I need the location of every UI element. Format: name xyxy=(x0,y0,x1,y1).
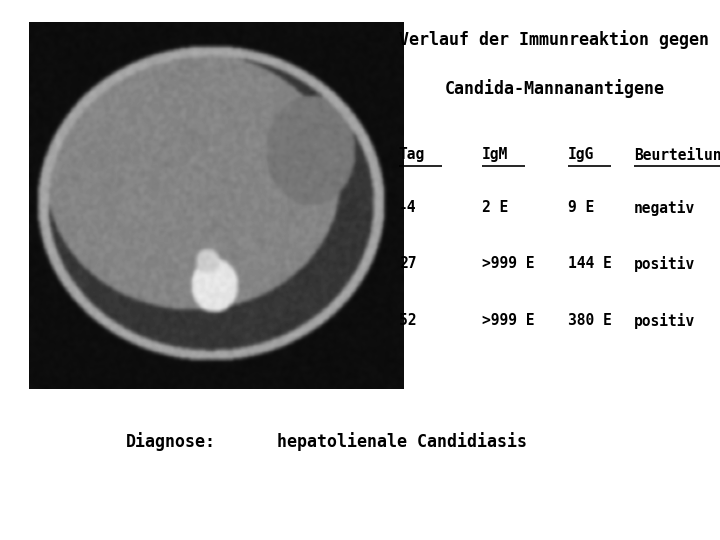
Text: >999 E: >999 E xyxy=(482,313,534,328)
Text: Verlauf der Immunreaktion gegen: Verlauf der Immunreaktion gegen xyxy=(400,30,709,49)
Text: positiv: positiv xyxy=(634,313,695,329)
Text: negativ: negativ xyxy=(634,200,695,216)
Text: IgM: IgM xyxy=(482,147,508,162)
Text: Candida-Mannanantigene: Candida-Mannanantigene xyxy=(444,79,665,98)
Text: -4: -4 xyxy=(399,200,416,215)
Text: 144 E: 144 E xyxy=(567,256,611,272)
Text: IgG: IgG xyxy=(567,147,594,162)
Text: 27: 27 xyxy=(399,256,416,272)
Text: 52: 52 xyxy=(399,313,416,328)
Text: Tag: Tag xyxy=(399,147,425,162)
Text: Beurteilung: Beurteilung xyxy=(634,147,720,163)
Text: 9 E: 9 E xyxy=(567,200,594,215)
Text: 380 E: 380 E xyxy=(567,313,611,328)
Text: hepatolienale Candidiasis: hepatolienale Candidiasis xyxy=(277,432,527,451)
Text: 2 E: 2 E xyxy=(482,200,508,215)
Text: Diagnose:: Diagnose: xyxy=(126,432,216,451)
Text: positiv: positiv xyxy=(634,256,695,273)
Text: >999 E: >999 E xyxy=(482,256,534,272)
